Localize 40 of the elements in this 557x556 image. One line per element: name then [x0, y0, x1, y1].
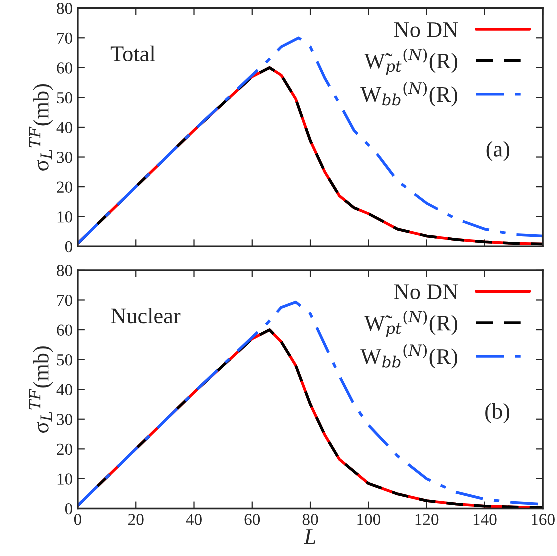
x-tick-label: 40: [186, 514, 202, 526]
legend-label: No DN: [394, 284, 458, 300]
y-tick-label: 40: [56, 384, 72, 396]
y-tick-label: 10: [58, 474, 72, 485]
x-tick-label: 20: [128, 514, 144, 526]
y-tick-label: 70: [58, 294, 72, 306]
x-tick-label: 0: [74, 514, 82, 526]
legend-label: W$_{bb}$$^{(N)}$(R): [360, 344, 458, 369]
y-axis-title: σ$_{L}$$^{TF}$(mb): [29, 84, 54, 171]
y-tick-label: 20: [57, 444, 72, 456]
y-tick-label: 80: [57, 265, 72, 276]
y-tick-label: 50: [57, 354, 72, 366]
y-tick-label: 70: [58, 32, 72, 44]
x-tick-label: 120: [416, 514, 439, 526]
legend-label: W$_{bb}$$^{(N)}$(R): [360, 82, 458, 107]
annotation: (a): [486, 141, 510, 162]
y-tick-label: 0: [65, 241, 72, 253]
y-tick-label: 50: [57, 92, 72, 104]
y-axis-title: σ$_{L}$$^{TF}$(mb): [29, 346, 54, 433]
y-tick-label: 60: [57, 324, 72, 336]
y-tick-label: 30: [57, 414, 72, 426]
y-tick-label: 80: [57, 3, 72, 14]
x-tick-label: 80: [302, 514, 318, 526]
x-tick-label: 160: [532, 514, 555, 526]
y-tick-label: 10: [58, 212, 72, 223]
legend-label: No DN: [394, 22, 458, 38]
annotation: Total: [110, 46, 156, 62]
y-tick-label: 30: [57, 152, 72, 164]
annotation: Nuclear: [111, 308, 181, 324]
x-tick-label: 140: [474, 514, 497, 526]
legend-label: W̃$_{pt}$$^{(N)}$(R): [364, 310, 458, 338]
y-tick-label: 60: [57, 62, 72, 74]
x-tick-label: 100: [358, 514, 381, 526]
annotation: (b): [486, 403, 510, 424]
legend-label: W̃$_{pt}$$^{(N)}$(R): [364, 48, 458, 76]
y-tick-label: 0: [65, 503, 72, 515]
x-tick-label: 60: [244, 514, 260, 526]
y-tick-label: 40: [56, 122, 72, 134]
y-tick-label: 20: [57, 182, 72, 193]
x-axis-title: L: [304, 530, 316, 544]
